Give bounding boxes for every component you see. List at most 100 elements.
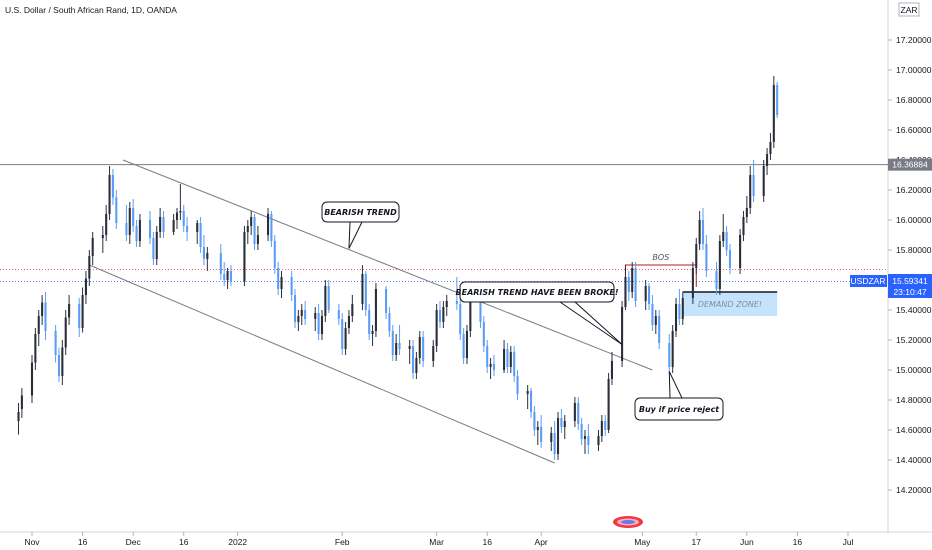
x-tick-label[interactable]: May	[634, 537, 651, 547]
currency-label[interactable]: ZAR	[901, 5, 918, 15]
trend-broke-callout-box	[459, 281, 615, 303]
candle-body	[536, 427, 539, 430]
candle	[691, 262, 694, 304]
y-tick-label[interactable]: 14.60000	[896, 425, 932, 435]
symbol-tag: USDZAR	[851, 276, 886, 286]
candle-body	[610, 361, 614, 379]
candle	[277, 262, 280, 295]
x-tick-label[interactable]: 17	[692, 537, 702, 547]
x-tick-label[interactable]: 16	[793, 537, 803, 547]
candle	[266, 208, 270, 241]
candle-body	[30, 362, 34, 396]
y-tick-label[interactable]: 15.00000	[896, 365, 932, 375]
candle-body	[206, 253, 209, 259]
candle-body	[351, 304, 354, 316]
candle	[81, 287, 84, 333]
candle	[391, 325, 394, 361]
demand-zone[interactable]	[682, 292, 778, 316]
x-tick-label[interactable]: 16	[78, 537, 88, 547]
candle-body	[715, 271, 718, 289]
x-tick-label[interactable]: Nov	[24, 537, 40, 547]
x-tick-label[interactable]: 2022	[228, 537, 247, 547]
candle	[654, 310, 657, 334]
y-tick-label[interactable]: 15.80000	[896, 245, 932, 255]
candle-body	[776, 85, 779, 115]
y-tick-label[interactable]: 16.00000	[896, 215, 932, 225]
candle-body	[128, 208, 131, 235]
time-axis[interactable]: Nov 16 Dec 16 2022 Feb Mar 16 Apr May 17 Jun 16 Jul	[24, 532, 854, 547]
candle-body	[229, 271, 232, 282]
buy-callout-pointer	[668, 371, 671, 399]
candle-body	[179, 211, 182, 213]
x-tick-label[interactable]: Jul	[843, 537, 854, 547]
candle	[30, 355, 34, 403]
y-tick-label[interactable]: 16.60000	[896, 125, 932, 135]
candle-body	[769, 142, 772, 154]
candle	[57, 347, 61, 382]
candle	[610, 352, 614, 385]
candle-body	[385, 289, 388, 313]
bearish-trend-callout-text: BEARISH TREND	[324, 208, 397, 217]
y-tick-label[interactable]: 14.40000	[896, 455, 932, 465]
candle	[273, 235, 276, 274]
tradingview-logo[interactable]	[613, 516, 643, 528]
buy-callout[interactable]: Buy if price reject	[634, 371, 724, 421]
annotation-layer[interactable]: BEARISH TREND BEARISH TREND HAVE BEEN BRO…	[321, 201, 724, 421]
y-tick-label[interactable]: 16.20000	[896, 185, 932, 195]
bearish-trend-callout[interactable]: BEARISH TREND	[321, 201, 400, 249]
candle	[374, 283, 377, 337]
candle-body	[395, 343, 398, 355]
candle	[206, 247, 209, 271]
y-tick-label[interactable]: 14.80000	[896, 395, 932, 405]
candle	[769, 133, 772, 160]
x-tick-label[interactable]: Apr	[535, 537, 548, 547]
candle-body	[415, 358, 418, 373]
trend-broke-callout[interactable]: BEARISH TREND HAVE BEEN BROKE!	[456, 281, 623, 345]
candle-body	[364, 274, 367, 310]
y-tick-label[interactable]: 14.20000	[896, 485, 932, 495]
logo-core	[621, 520, 635, 524]
candle	[695, 238, 698, 274]
y-tick-label[interactable]: 16.80000	[896, 95, 932, 105]
candle	[64, 310, 67, 355]
candle-body	[266, 214, 270, 235]
x-tick-label[interactable]: 16	[482, 537, 492, 547]
y-tick-label[interactable]: 17.00000	[896, 65, 932, 75]
candle	[324, 280, 327, 322]
candle	[68, 295, 71, 325]
channel-line-lower[interactable]	[89, 264, 555, 464]
candle	[455, 277, 458, 310]
candle	[270, 211, 273, 247]
candle-body	[577, 403, 580, 424]
candle	[550, 427, 553, 451]
candle-body	[250, 217, 253, 226]
candle-body	[327, 286, 330, 310]
x-tick-label[interactable]: Dec	[126, 537, 142, 547]
candle	[128, 202, 131, 244]
channel-line-upper[interactable]	[122, 159, 653, 371]
candle-body	[745, 208, 748, 217]
candle-body	[654, 316, 657, 325]
x-tick-label[interactable]: Feb	[335, 537, 350, 547]
currency-box[interactable]	[898, 2, 920, 17]
y-tick-label[interactable]: 17.20000	[896, 35, 932, 45]
candle	[648, 283, 651, 310]
y-tick-label[interactable]: 15.20000	[896, 335, 932, 345]
candle-body	[516, 376, 519, 394]
candle-body	[651, 304, 654, 325]
trend-channel[interactable]	[89, 159, 653, 464]
x-tick-label[interactable]: Mar	[429, 537, 444, 547]
candle	[202, 235, 206, 265]
candle-body	[341, 319, 344, 349]
y-tick-label[interactable]: 15.40000	[896, 305, 932, 315]
candle	[438, 301, 442, 328]
bos-label: BOS	[652, 253, 669, 262]
x-tick-label[interactable]: 16	[179, 537, 189, 547]
candle	[78, 298, 81, 337]
candle-body	[152, 238, 155, 259]
candle	[607, 373, 610, 433]
candle	[196, 220, 199, 244]
x-tick-label[interactable]: Jun	[740, 537, 754, 547]
